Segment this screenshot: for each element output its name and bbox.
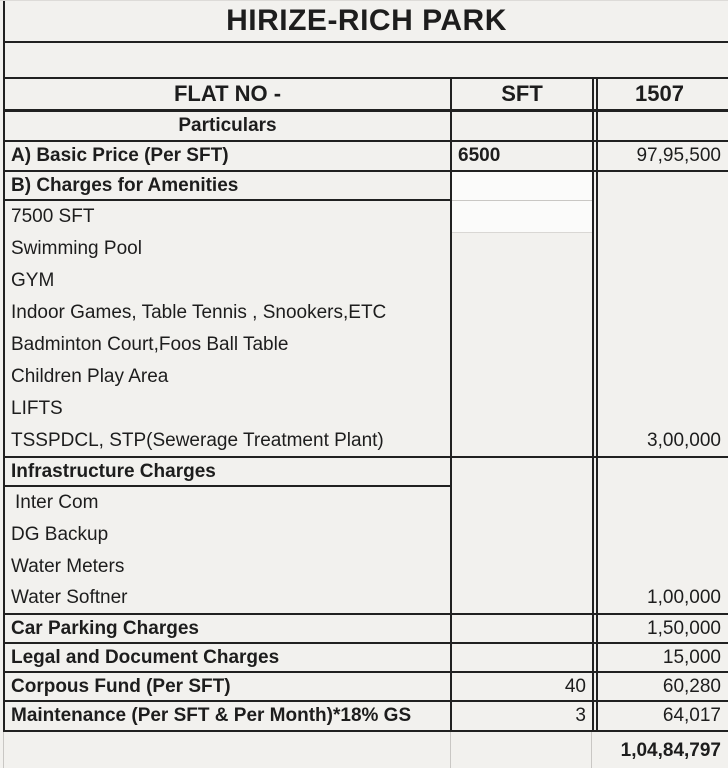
cell-sft — [452, 265, 592, 297]
cell-sft: 40 — [564, 675, 586, 697]
spacer-row — [3, 43, 728, 79]
cell-value — [592, 487, 728, 519]
cell-label: Water Meters — [5, 551, 452, 583]
table-row: Inter Com — [3, 487, 728, 519]
cell-value: 64,017 — [592, 702, 728, 730]
cell-sft — [451, 732, 591, 768]
cell-label: Car Parking Charges — [5, 615, 452, 642]
page-title: HIRIZE-RICH PARK — [226, 4, 507, 37]
cell-value: 97,95,500 — [592, 142, 728, 170]
table-row: Maintenance (Per SFT & Per Month)*18% GS… — [3, 702, 728, 732]
cell-label: DG Backup — [5, 519, 452, 551]
cell-sft — [452, 297, 592, 329]
cell-value: 60,280 — [592, 673, 728, 700]
cell-value: 1,50,000 — [592, 615, 728, 642]
table-row: DG Backup — [3, 519, 728, 551]
cell-sft — [452, 361, 592, 393]
cell-value — [592, 458, 728, 487]
cell-label: Indoor Games, Table Tennis , Snookers,ET… — [5, 297, 452, 329]
cell-sft — [452, 172, 592, 201]
table-row: GYM — [3, 265, 728, 297]
cell-sft — [452, 644, 592, 671]
cell-label: 7500 SFT — [5, 201, 452, 233]
cell-sft: 3 — [575, 705, 586, 726]
cell-sft — [452, 112, 592, 140]
header-flat-number: 1507 — [592, 79, 728, 109]
header-flat-no: FLAT NO - — [5, 79, 452, 109]
cell-label: Maintenance (Per SFT & Per Month)*18% GS — [5, 702, 452, 730]
cell-label: Badminton Court,Foos Ball Table — [5, 329, 452, 361]
subheader-label: Particulars — [5, 112, 452, 140]
table-row: TSSPDCL, STP(Sewerage Treatment Plant) 3… — [3, 425, 728, 458]
cell-sft — [452, 393, 592, 425]
cell-label: Water Softner — [5, 583, 452, 613]
cell-label: GYM — [5, 265, 452, 297]
cell-value — [592, 393, 728, 425]
cell-value — [592, 201, 728, 233]
cell-value — [592, 112, 728, 140]
header-sft: SFT — [501, 81, 543, 106]
cell-sft — [452, 487, 592, 519]
cell-value: 1,00,000 — [592, 583, 728, 613]
cell-label: Legal and Document Charges — [5, 644, 452, 671]
title-row: HIRIZE-RICH PARK — [3, 1, 728, 43]
table-row: Badminton Court,Foos Ball Table — [3, 329, 728, 361]
total-row: 1,04,84,797 — [3, 732, 728, 768]
cell-value — [592, 233, 728, 265]
cell-value: 3,00,000 — [592, 425, 728, 456]
section-row: Infrastructure Charges — [3, 458, 728, 487]
cell-sft — [452, 519, 592, 551]
table-row: Corpous Fund (Per SFT) 40 60,280 — [3, 673, 728, 702]
table-row: Swimming Pool — [3, 233, 728, 265]
cell-label: B) Charges for Amenities — [5, 172, 452, 201]
cell-value — [592, 329, 728, 361]
table-row: Water Softner 1,00,000 — [3, 583, 728, 615]
table-row: Water Meters — [3, 551, 728, 583]
cell-sft — [452, 551, 592, 583]
section-row: B) Charges for Amenities — [3, 172, 728, 201]
cell-value — [592, 551, 728, 583]
cell-label — [4, 732, 451, 768]
cell-value: 15,000 — [592, 644, 728, 671]
header-row: FLAT NO - SFT 1507 — [3, 79, 728, 112]
cell-sft: 6500 — [458, 145, 501, 166]
cell-sft — [452, 458, 592, 487]
cell-label: Swimming Pool — [5, 233, 452, 265]
cell-sft — [452, 233, 592, 265]
total-value: 1,04,84,797 — [591, 732, 728, 768]
cell-sft — [452, 201, 592, 233]
cell-value — [592, 297, 728, 329]
cell-label: Inter Com — [5, 487, 452, 519]
table-row: Legal and Document Charges 15,000 — [3, 644, 728, 673]
table-row: Indoor Games, Table Tennis , Snookers,ET… — [3, 297, 728, 329]
cell-label: A) Basic Price (Per SFT) — [5, 142, 452, 170]
cell-sft — [452, 583, 592, 613]
table-row: A) Basic Price (Per SFT) 6500 97,95,500 — [3, 142, 728, 172]
table-row: Car Parking Charges 1,50,000 — [3, 615, 728, 644]
subheader-row: Particulars — [3, 112, 728, 142]
cell-value — [592, 361, 728, 393]
cell-sft — [452, 425, 592, 456]
cell-label: Infrastructure Charges — [5, 458, 452, 487]
cell-label: LIFTS — [5, 393, 452, 425]
cell-value — [592, 172, 728, 201]
table-row: LIFTS — [3, 393, 728, 425]
cell-value — [592, 519, 728, 551]
cell-label: Children Play Area — [5, 361, 452, 393]
cell-sft — [452, 615, 592, 642]
cell-value — [592, 265, 728, 297]
table-row: Children Play Area — [3, 361, 728, 393]
cell-label: TSSPDCL, STP(Sewerage Treatment Plant) — [5, 425, 452, 456]
cell-label: Corpous Fund (Per SFT) — [5, 673, 452, 700]
table-row: 7500 SFT — [3, 201, 728, 233]
cell-sft — [452, 329, 592, 361]
